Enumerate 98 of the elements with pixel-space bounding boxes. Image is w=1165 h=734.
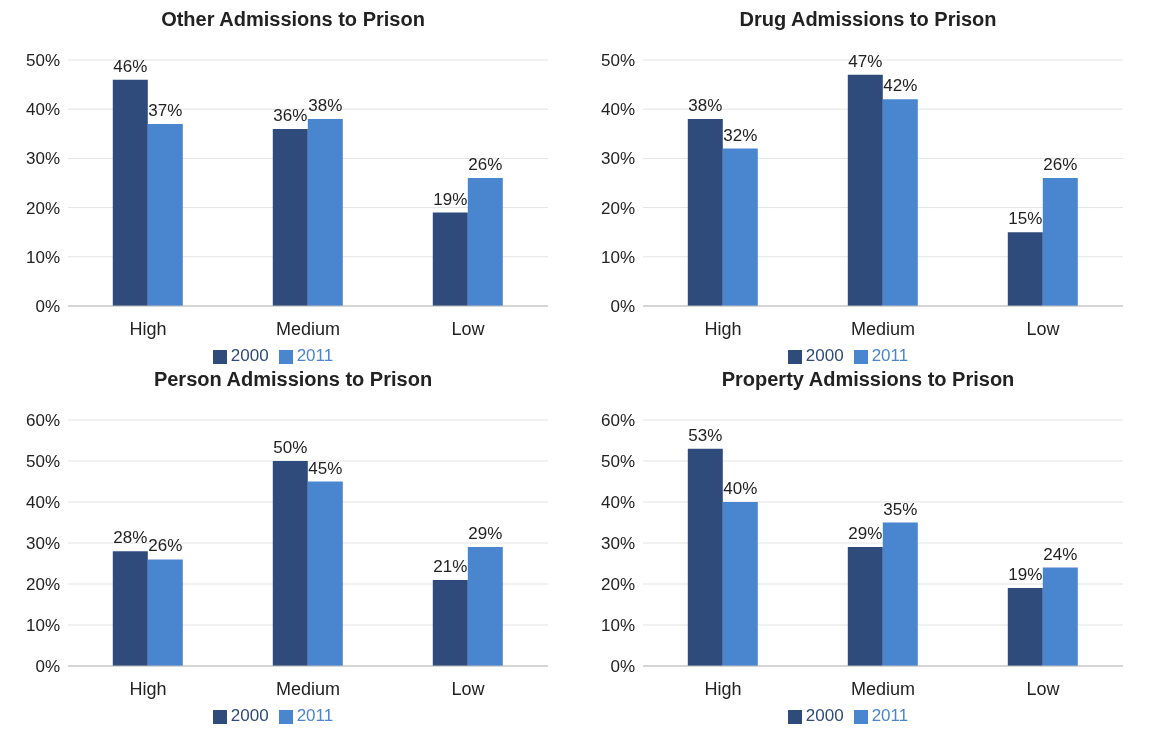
data-label: 32% (723, 125, 758, 145)
x-tick-label: Low (451, 678, 486, 699)
bar (722, 502, 758, 666)
x-tick-label: Medium (850, 678, 916, 699)
bar (882, 522, 918, 666)
data-label: 28% (113, 528, 148, 548)
data-label: 37% (148, 100, 183, 120)
y-tick-label: 10% (25, 616, 60, 636)
legend-label: 2000 (230, 346, 269, 365)
bar (432, 212, 468, 306)
y-tick-label: 30% (25, 149, 60, 169)
y-tick-label: 30% (600, 149, 635, 169)
bar (1042, 178, 1078, 306)
chart-title: Other Admissions to Prison (160, 8, 426, 32)
bar (882, 99, 918, 306)
x-tick-label: Low (451, 318, 486, 339)
bar (847, 547, 883, 666)
bar (1042, 567, 1078, 666)
data-label: 36% (273, 105, 308, 125)
bar (1007, 232, 1043, 306)
chart-title: Person Admissions to Prison (152, 368, 434, 392)
chart-title: Property Admissions to Prison (720, 368, 1016, 392)
legend-label: 2000 (805, 706, 844, 725)
y-tick-label: 30% (25, 534, 60, 554)
x-tick-label: Medium (850, 318, 916, 339)
y-tick-label: 60% (25, 411, 60, 431)
y-tick-label: 0% (35, 297, 60, 317)
y-tick-label: 0% (610, 297, 635, 317)
legend-label: 2011 (871, 346, 909, 365)
bar (112, 79, 148, 306)
y-tick-label: 60% (600, 411, 635, 431)
y-tick-label: 50% (600, 51, 635, 71)
bar (147, 559, 183, 666)
bar (687, 119, 723, 306)
data-label: 26% (468, 155, 503, 175)
data-label: 38% (688, 96, 723, 116)
x-tick-label: High (704, 678, 742, 699)
bar (112, 551, 148, 666)
y-tick-label: 40% (25, 100, 60, 120)
data-label: 19% (1008, 565, 1043, 585)
data-label: 45% (308, 458, 343, 478)
bar (687, 448, 723, 666)
y-tick-label: 20% (600, 198, 635, 218)
bar (272, 461, 308, 666)
y-tick-label: 10% (600, 616, 635, 636)
x-tick-label: Low (1026, 318, 1061, 339)
data-label: 53% (688, 425, 723, 445)
y-tick-label: 40% (600, 493, 635, 513)
x-tick-label: High (129, 678, 167, 699)
chart-title: Drug Admissions to Prison (738, 8, 998, 32)
data-label: 24% (1043, 544, 1078, 564)
bar (307, 119, 343, 306)
legend-label: 2011 (871, 706, 909, 725)
data-label: 19% (433, 189, 468, 209)
data-label: 35% (883, 499, 918, 519)
data-label: 47% (848, 51, 883, 71)
bar (467, 178, 503, 306)
data-label: 40% (723, 479, 758, 498)
bar (1007, 588, 1043, 666)
y-tick-label: 50% (25, 452, 60, 472)
x-tick-label: High (129, 318, 167, 339)
y-tick-label: 10% (25, 247, 60, 267)
data-label: 26% (148, 536, 183, 556)
data-label: 15% (1008, 209, 1043, 229)
bar (467, 547, 503, 666)
data-label: 38% (308, 96, 343, 116)
bar (432, 579, 468, 666)
data-label: 46% (113, 56, 148, 76)
bar (847, 74, 883, 306)
bar (307, 481, 343, 666)
legend-label: 2000 (805, 346, 844, 365)
data-label: 42% (883, 76, 918, 96)
x-tick-label: Medium (275, 318, 341, 339)
y-tick-label: 20% (600, 575, 635, 595)
legend-label: 2011 (296, 706, 334, 725)
bar (272, 128, 308, 306)
legend-label: 2011 (296, 346, 334, 365)
y-tick-label: 40% (600, 100, 635, 120)
y-tick-label: 20% (25, 198, 60, 218)
bar (722, 148, 758, 306)
bar (147, 123, 183, 306)
y-tick-label: 0% (35, 657, 60, 677)
x-tick-label: High (704, 318, 742, 339)
y-tick-label: 50% (600, 452, 635, 472)
data-label: 29% (468, 524, 503, 544)
x-tick-label: Low (1026, 678, 1061, 699)
data-label: 29% (848, 524, 883, 544)
x-tick-label: Medium (275, 678, 341, 699)
y-tick-label: 50% (25, 51, 60, 71)
data-label: 50% (273, 438, 308, 457)
y-tick-label: 20% (25, 575, 60, 595)
legend-label: 2000 (230, 706, 269, 725)
y-tick-label: 10% (600, 247, 635, 267)
y-tick-label: 40% (25, 493, 60, 513)
data-label: 21% (433, 556, 468, 576)
data-label: 26% (1043, 155, 1078, 175)
y-tick-label: 30% (600, 534, 635, 554)
y-tick-label: 0% (610, 657, 635, 677)
